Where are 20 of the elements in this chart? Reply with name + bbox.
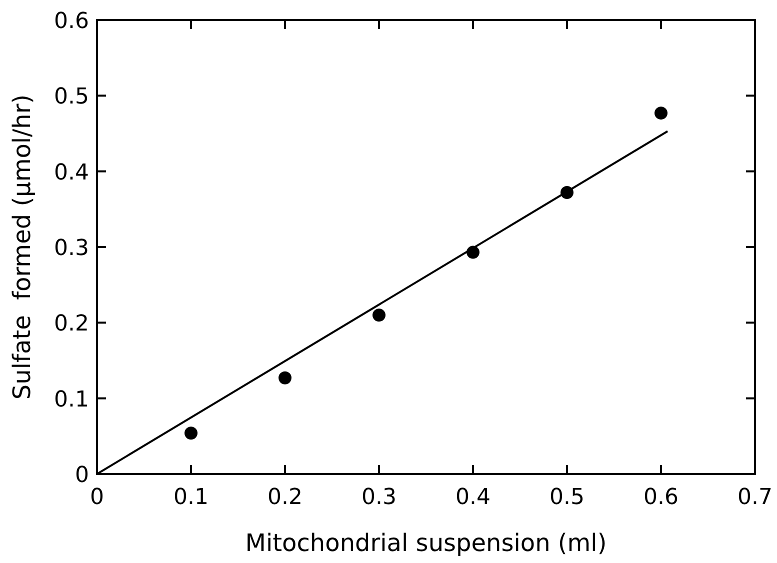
y-axis-title: Sulfate formed (µmol/hr) <box>8 94 36 400</box>
x-tick-label: 0.7 <box>738 485 772 510</box>
point <box>184 426 198 440</box>
point <box>654 106 668 120</box>
x-tick-label: 0.1 <box>174 485 208 510</box>
y-tick-label: 0.3 <box>54 236 89 261</box>
y-tick-label: 0.5 <box>54 84 89 110</box>
point <box>372 308 386 322</box>
y-tick-label: 0.1 <box>54 387 89 412</box>
x-axis-title: Mitochondrial suspension (ml) <box>245 529 607 557</box>
y-tick-label: 0 <box>75 463 89 488</box>
y-tick-label: 0.2 <box>54 312 89 337</box>
x-tick-label: 0.2 <box>268 485 302 510</box>
x-tick-label: 0.4 <box>456 485 490 510</box>
y-tick-label: 0.4 <box>54 160 89 186</box>
x-tick-label: 0.5 <box>550 485 584 510</box>
y-tick-label: 0.6 <box>54 9 89 34</box>
point <box>278 371 292 384</box>
x-tick-label: 0.6 <box>644 485 678 510</box>
x-tick-label: 0.3 <box>362 485 396 510</box>
